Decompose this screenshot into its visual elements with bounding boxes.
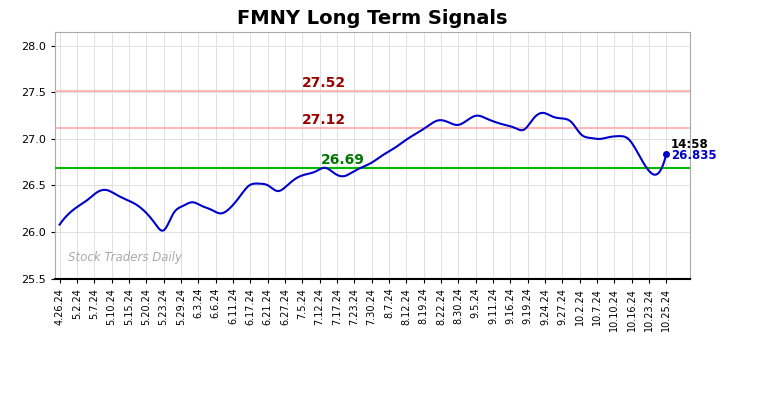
Text: 14:58: 14:58 [671, 138, 709, 151]
Text: 26.69: 26.69 [321, 153, 365, 167]
Title: FMNY Long Term Signals: FMNY Long Term Signals [237, 8, 508, 27]
Text: 26.835: 26.835 [671, 149, 717, 162]
Text: Stock Traders Daily: Stock Traders Daily [67, 251, 182, 264]
Text: 27.12: 27.12 [303, 113, 347, 127]
Text: 27.52: 27.52 [303, 76, 347, 90]
